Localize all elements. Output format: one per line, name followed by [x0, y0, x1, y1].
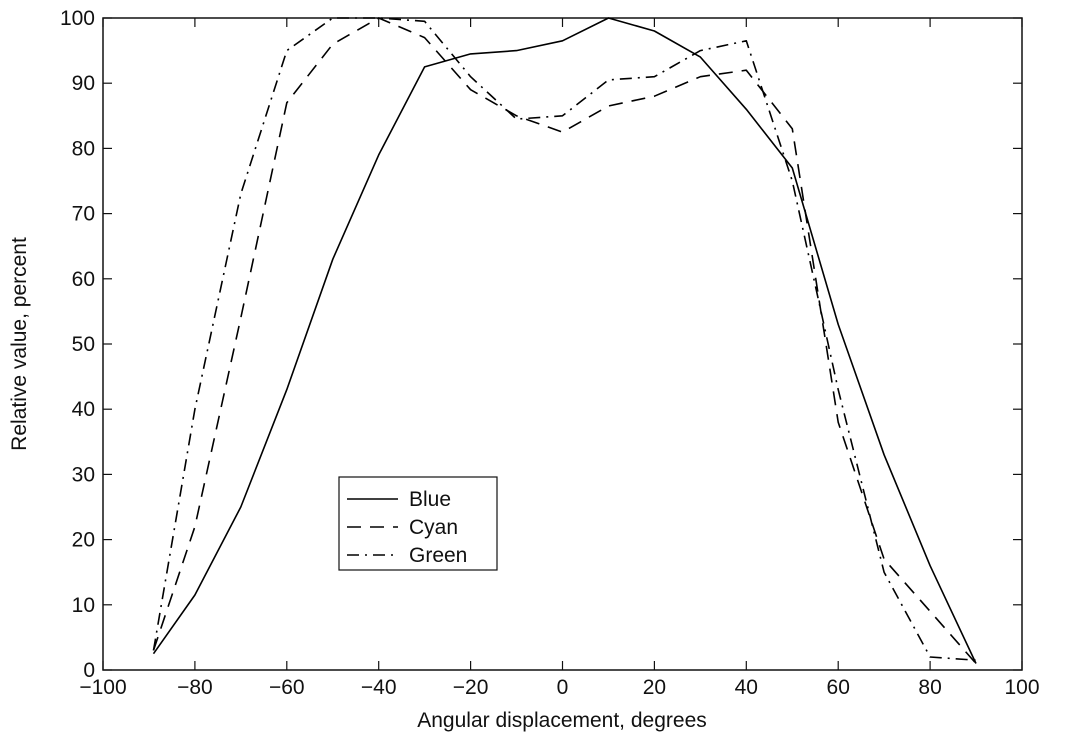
- x-tick-label: 40: [735, 676, 758, 699]
- x-tick-label: 60: [827, 676, 850, 699]
- y-tick-label: 0: [83, 659, 95, 682]
- x-axis-ticks: −100 −80 −60 −40 −20 0 20 40 60 80 100: [79, 18, 1040, 699]
- x-tick-label: 100: [1004, 676, 1039, 699]
- series-lines: [152, 17, 977, 665]
- y-tick-label: 40: [72, 398, 95, 421]
- x-axis-title: Angular displacement, degrees: [417, 709, 707, 732]
- y-axis-ticks: 0 10 20 30 40 50 60 70 80 90 100: [60, 7, 1022, 682]
- y-tick-label: 50: [72, 333, 95, 356]
- y-tick-label: 80: [72, 137, 95, 160]
- y-axis-title: Relative value, percent: [8, 237, 31, 451]
- x-tick-label: −40: [361, 676, 397, 699]
- x-tick-label: 0: [557, 676, 569, 699]
- y-tick-label: 70: [72, 203, 95, 226]
- y-tick-label: 60: [72, 268, 95, 291]
- x-tick-label: −100: [79, 676, 126, 699]
- legend-label-blue: Blue: [409, 488, 451, 511]
- x-tick-label: −60: [269, 676, 305, 699]
- x-tick-label: 20: [643, 676, 666, 699]
- y-tick-label: 10: [72, 594, 95, 617]
- x-tick-label: −20: [453, 676, 489, 699]
- y-tick-label: 100: [60, 7, 95, 30]
- series-line-green: [152, 17, 977, 661]
- legend-label-cyan: Cyan: [409, 516, 458, 539]
- legend: Blue Cyan Green: [338, 476, 498, 571]
- series-line-blue: [152, 17, 977, 664]
- series-line-cyan: [152, 17, 977, 665]
- legend-label-green: Green: [409, 544, 467, 567]
- x-tick-label: 80: [918, 676, 941, 699]
- x-tick-label: −80: [177, 676, 213, 699]
- y-tick-label: 90: [72, 72, 95, 95]
- y-tick-label: 20: [72, 529, 95, 552]
- y-tick-label: 30: [72, 463, 95, 486]
